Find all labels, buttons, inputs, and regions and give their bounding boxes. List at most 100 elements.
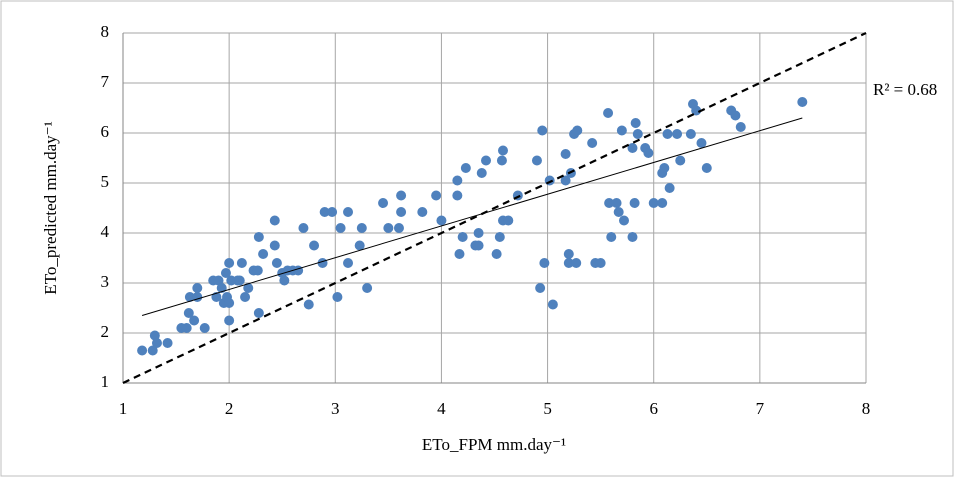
scatter-point — [454, 249, 465, 259]
scatter-point — [735, 122, 746, 132]
scatter-point — [293, 265, 304, 276]
scatter-point — [151, 338, 162, 348]
x-tick-label: 4 — [437, 399, 446, 418]
scatter-point — [473, 240, 484, 251]
scatter-point — [258, 249, 269, 259]
scatter-point — [672, 129, 683, 139]
scatter-point — [184, 292, 195, 302]
scatter-point — [309, 240, 320, 251]
scatter-point — [476, 168, 487, 178]
scatter-point — [563, 249, 574, 259]
scatter-point — [362, 283, 373, 293]
scatter-point — [560, 149, 571, 159]
scatter-point — [162, 338, 173, 348]
scatter-point — [659, 163, 670, 173]
x-tick-label: 3 — [331, 399, 340, 418]
x-tick-label: 6 — [649, 399, 658, 418]
scatter-point — [491, 249, 502, 259]
scatter-point — [657, 198, 668, 208]
scatter-point — [606, 232, 617, 242]
x-tick-label: 8 — [862, 399, 871, 418]
scatter-point — [696, 138, 707, 148]
scatter-point — [335, 223, 346, 233]
scatter-point — [481, 155, 492, 166]
scatter-point — [603, 108, 614, 118]
scatter-point — [604, 198, 615, 208]
scatter-point — [457, 232, 468, 242]
scatter-point — [224, 315, 235, 326]
scatter-point — [460, 163, 471, 173]
scatter-point — [616, 125, 627, 136]
scatter-point — [396, 207, 407, 217]
scatter-point — [632, 129, 643, 139]
scatter-point — [613, 207, 624, 217]
scatter-point — [685, 129, 696, 139]
scatter-point — [224, 258, 235, 268]
x-tick-label: 1 — [119, 399, 128, 418]
scatter-point — [730, 110, 741, 121]
scatter-point — [271, 258, 282, 268]
scatter-point — [452, 175, 463, 186]
trend-line — [141, 117, 803, 316]
scatter-point — [253, 308, 264, 318]
scatter-point — [356, 223, 367, 233]
scatter-point — [253, 232, 264, 242]
scatter-point — [319, 207, 330, 217]
scatter-point — [436, 215, 447, 226]
scatter-point — [494, 232, 505, 242]
y-tick-label: 8 — [101, 22, 110, 41]
y-tick-label: 7 — [101, 72, 110, 91]
scatter-point — [497, 145, 508, 156]
scatter-point — [571, 258, 582, 268]
y-tick-label: 2 — [101, 322, 110, 341]
scatter-point — [701, 163, 712, 173]
scatter-point — [327, 207, 338, 217]
scatter-point — [181, 323, 192, 333]
y-axis-label: ETo_predicted mm.day⁻¹ — [41, 121, 60, 294]
scatter-point — [192, 283, 203, 293]
x-axis-label: ETo_FPM mm.day⁻¹ — [422, 435, 566, 454]
scatter-point — [149, 330, 160, 341]
y-tick-label: 1 — [101, 372, 110, 391]
scatter-point — [417, 207, 428, 217]
scatter-point — [147, 345, 158, 356]
scatter-point — [236, 258, 247, 268]
scatter-point — [343, 207, 354, 217]
reference-line — [122, 32, 867, 384]
scatter-point — [383, 223, 394, 233]
scatter-point — [531, 155, 542, 166]
scatter-point — [298, 223, 309, 233]
scatter-point — [648, 198, 659, 208]
scatter-point — [560, 175, 571, 186]
y-tick-label: 6 — [101, 122, 110, 141]
scatter-point — [279, 275, 290, 286]
scatter-point — [675, 155, 686, 166]
scatter-point — [595, 258, 606, 268]
scatter-point — [252, 265, 263, 276]
scatter-point — [544, 175, 555, 186]
scatter-point — [630, 118, 641, 128]
scatter-point — [547, 299, 558, 310]
scatter-point — [503, 215, 514, 226]
scatter-point — [797, 97, 808, 107]
scatter-point — [691, 105, 702, 116]
scatter-point — [354, 240, 365, 251]
scatter-point — [537, 125, 548, 136]
scatter-point — [643, 148, 654, 158]
scatter-point — [199, 323, 210, 333]
scatter-point — [627, 143, 638, 153]
scatter-point — [539, 258, 550, 268]
scatter-point — [243, 283, 254, 293]
y-tick-label: 4 — [101, 222, 110, 241]
annotation: R² = 0.68 — [873, 80, 937, 99]
scatter-point — [332, 292, 343, 302]
scatter-point — [393, 223, 404, 233]
scatter-point — [563, 258, 574, 268]
scatter-point — [587, 138, 598, 148]
scatter-point — [224, 298, 235, 308]
scatter-point — [303, 299, 314, 310]
scatter-point — [240, 292, 251, 302]
x-tick-label: 7 — [756, 399, 765, 418]
